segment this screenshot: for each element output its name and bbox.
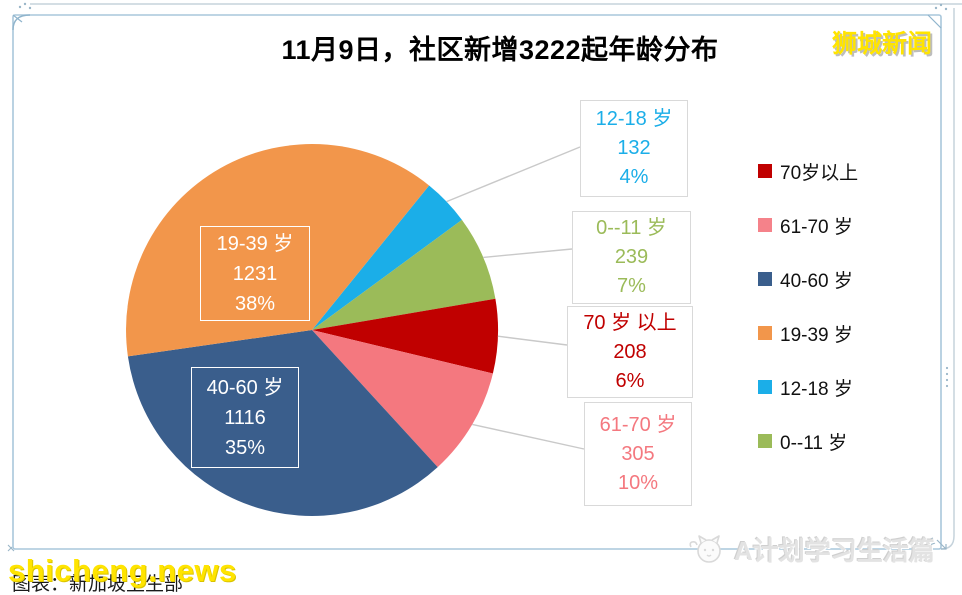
legend-swatch-orange bbox=[758, 326, 772, 340]
callout-percent: 6% bbox=[615, 369, 645, 392]
chart-title: 11月9日，社区新增3222起年龄分布 bbox=[281, 35, 719, 65]
callout-count: 132 bbox=[617, 137, 651, 159]
pie-slice bbox=[312, 298, 499, 374]
pie-slice bbox=[312, 219, 496, 330]
legend-label: 0--11 岁 bbox=[780, 432, 848, 454]
callout-count: 208 bbox=[613, 340, 647, 363]
legend-item-61-70: 61-70 岁 bbox=[758, 214, 858, 238]
callout-age: 0--11 岁 bbox=[596, 217, 667, 239]
source-caption: 图表：新加坡卫生部 bbox=[12, 574, 184, 595]
pie-slice bbox=[127, 330, 438, 516]
callout-age: 70 岁 以上 bbox=[583, 311, 677, 334]
legend-item-12-18: 12-18 岁 bbox=[758, 376, 858, 400]
pie-label-age: 19-39 岁 bbox=[216, 232, 294, 255]
callout-count: 305 bbox=[621, 442, 655, 465]
callout-count: 239 bbox=[614, 246, 649, 268]
account-name: A计划学习生活篇 bbox=[734, 536, 935, 566]
pie-label-age: 40-60 岁 bbox=[206, 376, 284, 399]
legend-label: 70岁以上 bbox=[780, 162, 859, 184]
leader-line bbox=[446, 146, 581, 203]
pie-label-40-60: 40-60 岁 1116 35% bbox=[191, 367, 299, 468]
pie-label-count: 1231 bbox=[232, 262, 278, 285]
legend-label: 19-39 岁 bbox=[780, 324, 853, 346]
leader-line bbox=[483, 248, 573, 259]
pie-slice bbox=[312, 330, 493, 468]
callout-percent: 10% bbox=[617, 471, 659, 494]
pie-label-percent: 38% bbox=[234, 292, 276, 315]
legend: 70岁以上 61-70 岁 40-60 岁 19-39 岁 12-18 岁 0-… bbox=[758, 160, 858, 484]
callout-0-11: 0--11 岁 239 7% bbox=[572, 211, 691, 304]
leader-line bbox=[497, 335, 568, 346]
legend-label: 40-60 岁 bbox=[780, 270, 853, 292]
legend-label: 12-18 岁 bbox=[780, 378, 853, 400]
legend-swatch-pink bbox=[758, 218, 772, 232]
legend-swatch-dark-red bbox=[758, 164, 772, 178]
callout-70-plus: 70 岁 以上 208 6% bbox=[567, 306, 693, 398]
legend-item-40-60: 40-60 岁 bbox=[758, 268, 858, 292]
legend-swatch-cyan bbox=[758, 380, 772, 394]
pie-label-percent: 35% bbox=[224, 436, 266, 459]
leader-line bbox=[472, 423, 585, 450]
site-watermark: shicheng.news bbox=[8, 553, 237, 588]
pie-label-count: 1116 bbox=[224, 406, 266, 429]
pie-slice bbox=[312, 185, 462, 330]
callout-percent: 7% bbox=[617, 275, 646, 297]
legend-item-19-39: 19-39 岁 bbox=[758, 322, 858, 346]
account-watermark: A计划学习生活篇 bbox=[688, 531, 935, 568]
callout-61-70: 61-70 岁 305 10% bbox=[584, 402, 692, 506]
callout-age: 12-18 岁 bbox=[595, 108, 673, 130]
brand-logo-text: 狮城新闻 bbox=[832, 30, 933, 58]
legend-swatch-green bbox=[758, 434, 772, 448]
cat-logo-icon bbox=[689, 534, 721, 563]
legend-item-70-plus: 70岁以上 bbox=[758, 160, 859, 184]
callout-age: 61-70 岁 bbox=[599, 413, 677, 436]
callout-12-18: 12-18 岁 132 4% bbox=[580, 100, 688, 197]
legend-swatch-dark-blue bbox=[758, 272, 772, 286]
callout-percent: 4% bbox=[619, 166, 649, 188]
legend-label: 61-70 岁 bbox=[780, 216, 853, 238]
pie-label-19-39: 19-39 岁 1231 38% bbox=[200, 226, 310, 321]
legend-item-0-11: 0--11 岁 bbox=[758, 430, 858, 454]
pie-slice bbox=[126, 144, 430, 357]
